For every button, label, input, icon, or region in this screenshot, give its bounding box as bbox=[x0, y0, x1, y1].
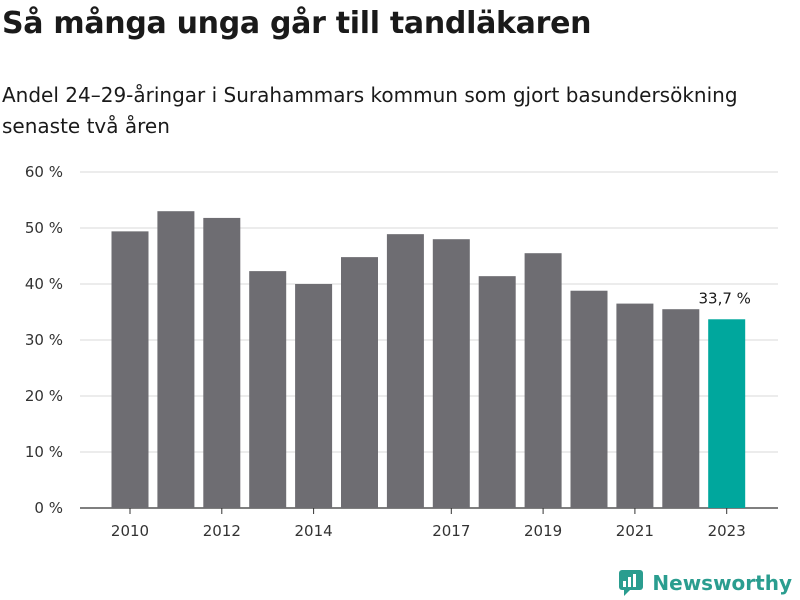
bar-2023 bbox=[708, 319, 746, 508]
brand-name: Newsworthy bbox=[652, 571, 792, 595]
data-labels: 33,7 % bbox=[698, 289, 750, 307]
bar-2020 bbox=[570, 290, 608, 508]
x-tick-label: 2010 bbox=[111, 522, 149, 540]
bar-2021 bbox=[616, 303, 654, 508]
y-axis: 0 % 10 % 20 % 30 % 40 % 50 % 60 % bbox=[25, 163, 63, 517]
bars bbox=[111, 211, 746, 509]
bar-chart: 0 % 10 % 20 % 30 % 40 % 50 % 60 % 2010 2012 2014… bbox=[25, 163, 778, 540]
y-tick-label: 60 % bbox=[25, 163, 63, 181]
highlight-data-label: 33,7 % bbox=[698, 289, 750, 307]
grid-lines bbox=[80, 171, 778, 509]
bar-2013 bbox=[249, 271, 287, 508]
bar-2017 bbox=[432, 239, 470, 508]
bar-2015 bbox=[341, 257, 378, 508]
chart-subtitle: Andel 24–29-åringar i Surahammars kommun… bbox=[2, 83, 738, 138]
y-tick-label: 10 % bbox=[25, 443, 63, 461]
x-tick-label: 2014 bbox=[295, 522, 333, 540]
x-tick-label: 2012 bbox=[203, 522, 241, 540]
bar-2022 bbox=[662, 309, 700, 508]
chart-title: Så många unga går till tandläkaren bbox=[2, 6, 592, 41]
x-tick-label: 2017 bbox=[432, 522, 470, 540]
x-tick-label: 2019 bbox=[524, 522, 562, 540]
bar-2012 bbox=[203, 217, 241, 509]
bar-2019 bbox=[524, 253, 562, 508]
bar-2014 bbox=[295, 284, 333, 508]
bar-2018 bbox=[478, 276, 516, 508]
y-tick-label: 50 % bbox=[25, 219, 63, 237]
y-tick-label: 30 % bbox=[25, 331, 63, 349]
x-tick-label: 2023 bbox=[708, 522, 746, 540]
newsworthy-logo-icon bbox=[619, 570, 644, 596]
bar-2010 bbox=[111, 231, 149, 509]
x-axis: 2010 2012 2014 2017 2019 2021 2023 bbox=[111, 508, 746, 540]
bar-2011 bbox=[157, 211, 195, 508]
y-tick-label: 20 % bbox=[25, 387, 63, 405]
y-tick-label: 0 % bbox=[34, 499, 63, 517]
x-tick-label: 2021 bbox=[616, 522, 654, 540]
bar-2016 bbox=[386, 234, 424, 508]
brand-logo: Newsworthy bbox=[618, 568, 792, 598]
y-tick-label: 40 % bbox=[25, 275, 63, 293]
